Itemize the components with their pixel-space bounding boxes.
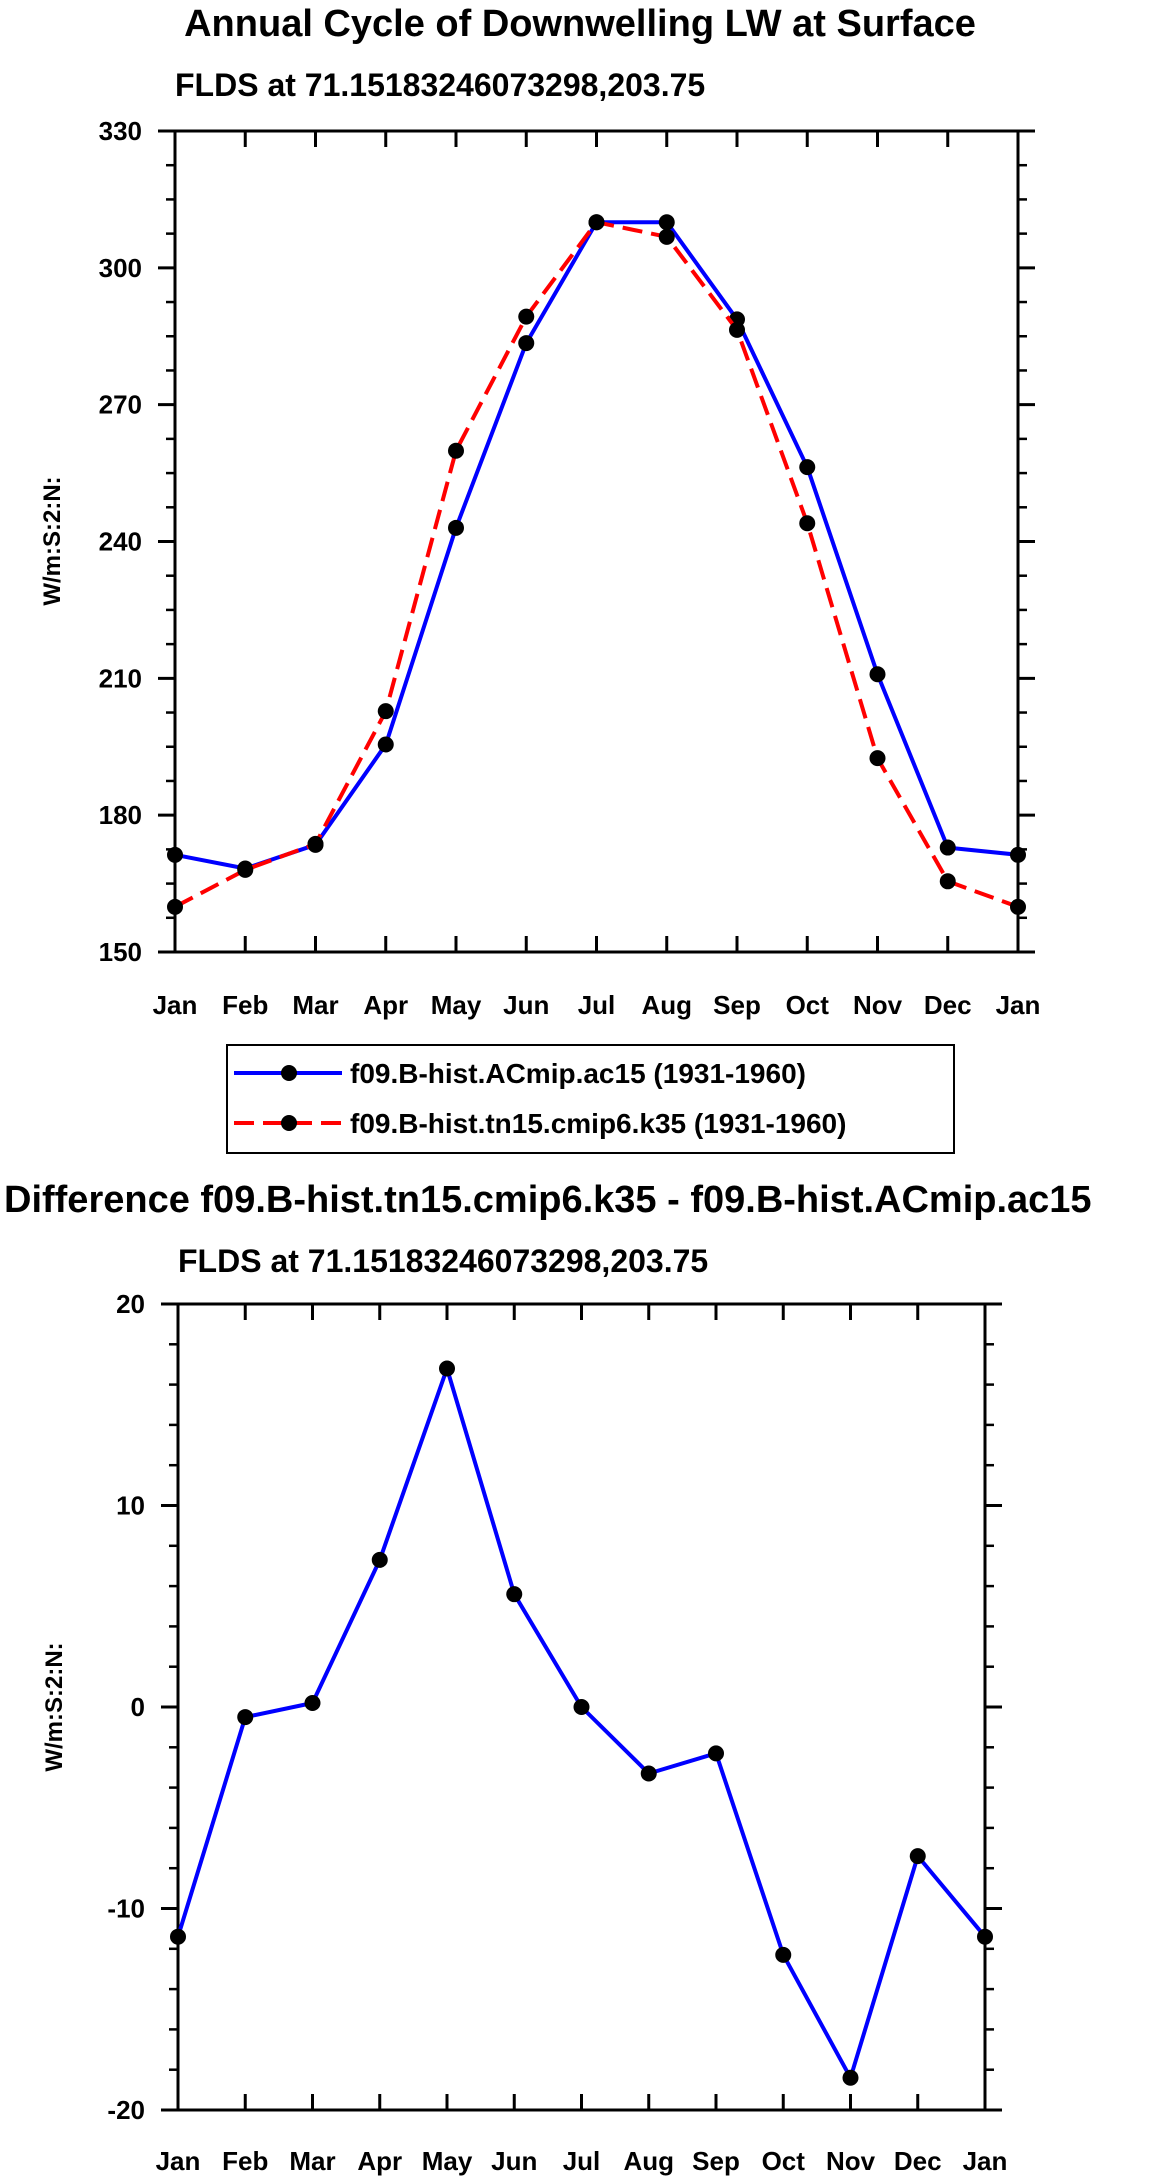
data-point	[448, 442, 464, 459]
data-point	[658, 228, 675, 245]
series-line	[174, 220, 1019, 909]
x-tick-label: Jan	[996, 990, 1041, 1020]
data-point	[799, 459, 816, 476]
y-tick-label: 240	[99, 527, 142, 557]
x-tick-label: Oct	[762, 2146, 806, 2176]
data-point	[377, 703, 394, 720]
x-tick-label: Jul	[578, 990, 616, 1020]
data-point	[909, 1848, 926, 1865]
data-point	[170, 1928, 186, 1945]
plot-frame	[173, 129, 1020, 954]
x-tick-label: Mar	[289, 2146, 335, 2176]
y-tick-label: 180	[99, 800, 142, 830]
data-point	[869, 750, 886, 767]
x-tick-label: Dec	[924, 990, 972, 1020]
difference-panel: Difference f09.B-hist.tn15.cmip6.k35 - f…	[4, 1179, 1092, 2176]
data-point	[708, 1745, 724, 1762]
chart-subtitle: FLDS at 71.15183246073298,203.75	[175, 67, 705, 103]
data-point	[640, 1765, 657, 1782]
chart-subtitle: FLDS at 71.15183246073298,203.75	[178, 1243, 708, 1279]
legend-box	[226, 1044, 955, 1154]
y-tick-label: 0	[131, 1692, 145, 1722]
data-point	[799, 515, 816, 532]
x-tick-label: Jan	[156, 2146, 201, 2176]
x-tick-label: Jan	[153, 990, 198, 1020]
data-point	[439, 1360, 455, 1377]
y-axis-label: W/m:S:2:N:	[41, 1642, 68, 1771]
data-point	[869, 666, 886, 683]
y-tick-label: -20	[107, 2095, 145, 2125]
x-tick-label: Mar	[292, 990, 338, 1020]
data-point	[729, 321, 745, 338]
data-point	[237, 1709, 254, 1726]
x-tick-label: Aug	[623, 2146, 674, 2176]
data-point	[939, 873, 956, 890]
data-point	[518, 335, 535, 352]
annual-cycle-panel: Annual Cycle of Downwelling LW at Surfac…	[39, 3, 1041, 1154]
y-tick-label: 330	[99, 116, 142, 146]
y-tick-label: 270	[99, 390, 142, 420]
y-tick-label: 300	[99, 253, 142, 283]
data-point	[573, 1699, 590, 1715]
y-tick-label: 10	[116, 1491, 145, 1521]
legend-entry: f09.B-hist.ACmip.ac15 (1931-1960)	[350, 1058, 806, 1089]
x-tick-label: Jun	[503, 990, 549, 1020]
x-tick-label: Oct	[786, 990, 830, 1020]
data-point	[588, 214, 605, 231]
x-tick-label: Jan	[963, 2146, 1008, 2176]
legend-marker	[281, 1065, 297, 1081]
x-tick-label: Jun	[491, 2146, 537, 2176]
data-point	[371, 1551, 388, 1568]
data-point	[1010, 898, 1026, 915]
y-tick-label: 20	[116, 1289, 145, 1319]
y-axis-label: W/m:S:2:N:	[39, 476, 66, 605]
data-point	[775, 1946, 792, 1963]
data-point	[304, 1694, 321, 1711]
x-tick-label: Dec	[894, 2146, 942, 2176]
data-point	[448, 519, 464, 536]
data-point	[377, 736, 394, 753]
x-tick-label: Jul	[563, 2146, 601, 2176]
legend-marker	[281, 1115, 297, 1131]
x-tick-label: Nov	[826, 2146, 876, 2176]
x-tick-label: Sep	[692, 2146, 740, 2176]
data-point	[167, 846, 183, 863]
x-tick-label: Apr	[363, 990, 408, 1020]
data-point	[939, 839, 956, 856]
x-tick-label: Nov	[853, 990, 903, 1020]
x-tick-label: May	[431, 990, 482, 1020]
y-tick-label: -10	[107, 1894, 145, 1924]
data-point	[307, 835, 324, 852]
data-point	[1010, 846, 1026, 863]
data-point	[977, 1928, 993, 1945]
x-tick-label: Aug	[641, 990, 692, 1020]
data-point	[842, 2069, 859, 2086]
x-tick-label: Sep	[713, 990, 761, 1020]
x-tick-label: Apr	[357, 2146, 402, 2176]
x-tick-label: Feb	[222, 990, 268, 1020]
data-point	[518, 308, 535, 325]
series-line	[176, 1366, 987, 2080]
data-point	[237, 861, 254, 878]
data-point	[658, 214, 675, 231]
data-point	[506, 1586, 523, 1603]
y-tick-label: 210	[99, 663, 142, 693]
legend-entry: f09.B-hist.tn15.cmip6.k35 (1931-1960)	[350, 1108, 846, 1139]
y-tick-label: 150	[99, 937, 142, 967]
series-line	[174, 220, 1019, 871]
x-tick-label: May	[422, 2146, 473, 2176]
chart-title: Annual Cycle of Downwelling LW at Surfac…	[184, 3, 976, 45]
data-point	[167, 898, 183, 915]
chart-title: Difference f09.B-hist.tn15.cmip6.k35 - f…	[4, 1179, 1092, 1221]
x-tick-label: Feb	[222, 2146, 268, 2176]
